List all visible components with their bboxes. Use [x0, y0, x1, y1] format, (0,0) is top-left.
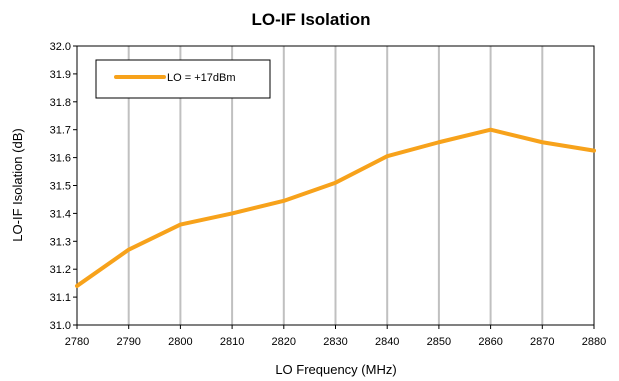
x-tick-label: 2870: [530, 336, 554, 348]
y-tick-label: 31.3: [50, 236, 71, 248]
y-tick-label: 31.7: [50, 125, 71, 137]
y-tick-label: 31.8: [50, 97, 71, 109]
x-tick-label: 2880: [582, 336, 606, 348]
data-point: [75, 284, 79, 288]
x-axis-title: LO Frequency (MHz): [275, 362, 396, 377]
y-tick-label: 32.0: [50, 41, 71, 53]
data-point: [178, 223, 182, 227]
x-tick-label: 2800: [168, 336, 192, 348]
y-tick-label: 31.5: [50, 181, 71, 193]
y-tick-label: 31.4: [50, 208, 71, 220]
legend-label: LO = +17dBm: [167, 72, 236, 84]
chart-title: LO-IF Isolation: [252, 10, 371, 29]
x-axis: 2780 2790 2800 2810 2820 2830 2840 2850 2860 2870…: [65, 325, 606, 348]
y-tick-label: 31.2: [50, 264, 71, 276]
x-tick-label: 2840: [375, 336, 399, 348]
data-point: [437, 140, 441, 144]
data-point: [230, 211, 234, 215]
data-point: [334, 181, 337, 185]
data-point: [489, 128, 493, 132]
data-point: [282, 199, 286, 203]
legend: LO = +17dBm: [95, 59, 271, 99]
series-layer: [75, 127, 596, 288]
x-tick-label: 2860: [478, 336, 502, 348]
y-tick-label: 31.0: [50, 320, 71, 332]
data-point: [592, 149, 596, 153]
x-tick-label: 2850: [427, 336, 451, 348]
x-tick-label: 2780: [65, 336, 89, 348]
x-tick-label: 2810: [220, 336, 244, 348]
x-tick-label: 2830: [323, 336, 347, 348]
y-tick-label: 31.6: [50, 153, 71, 165]
x-tick-label: 2790: [116, 336, 140, 348]
y-axis: 31.0 31.1 31.2 31.3 31.4 31.5 31.6 31.7 31.8 31.9…: [50, 41, 77, 332]
y-tick-label: 31.1: [50, 292, 71, 304]
data-point: [385, 154, 389, 158]
data-point: [127, 248, 131, 252]
y-tick-label: 31.9: [50, 69, 71, 81]
data-point: [540, 140, 544, 144]
y-axis-title: LO-IF Isolation (dB): [10, 128, 25, 241]
x-tick-label: 2820: [272, 336, 296, 348]
